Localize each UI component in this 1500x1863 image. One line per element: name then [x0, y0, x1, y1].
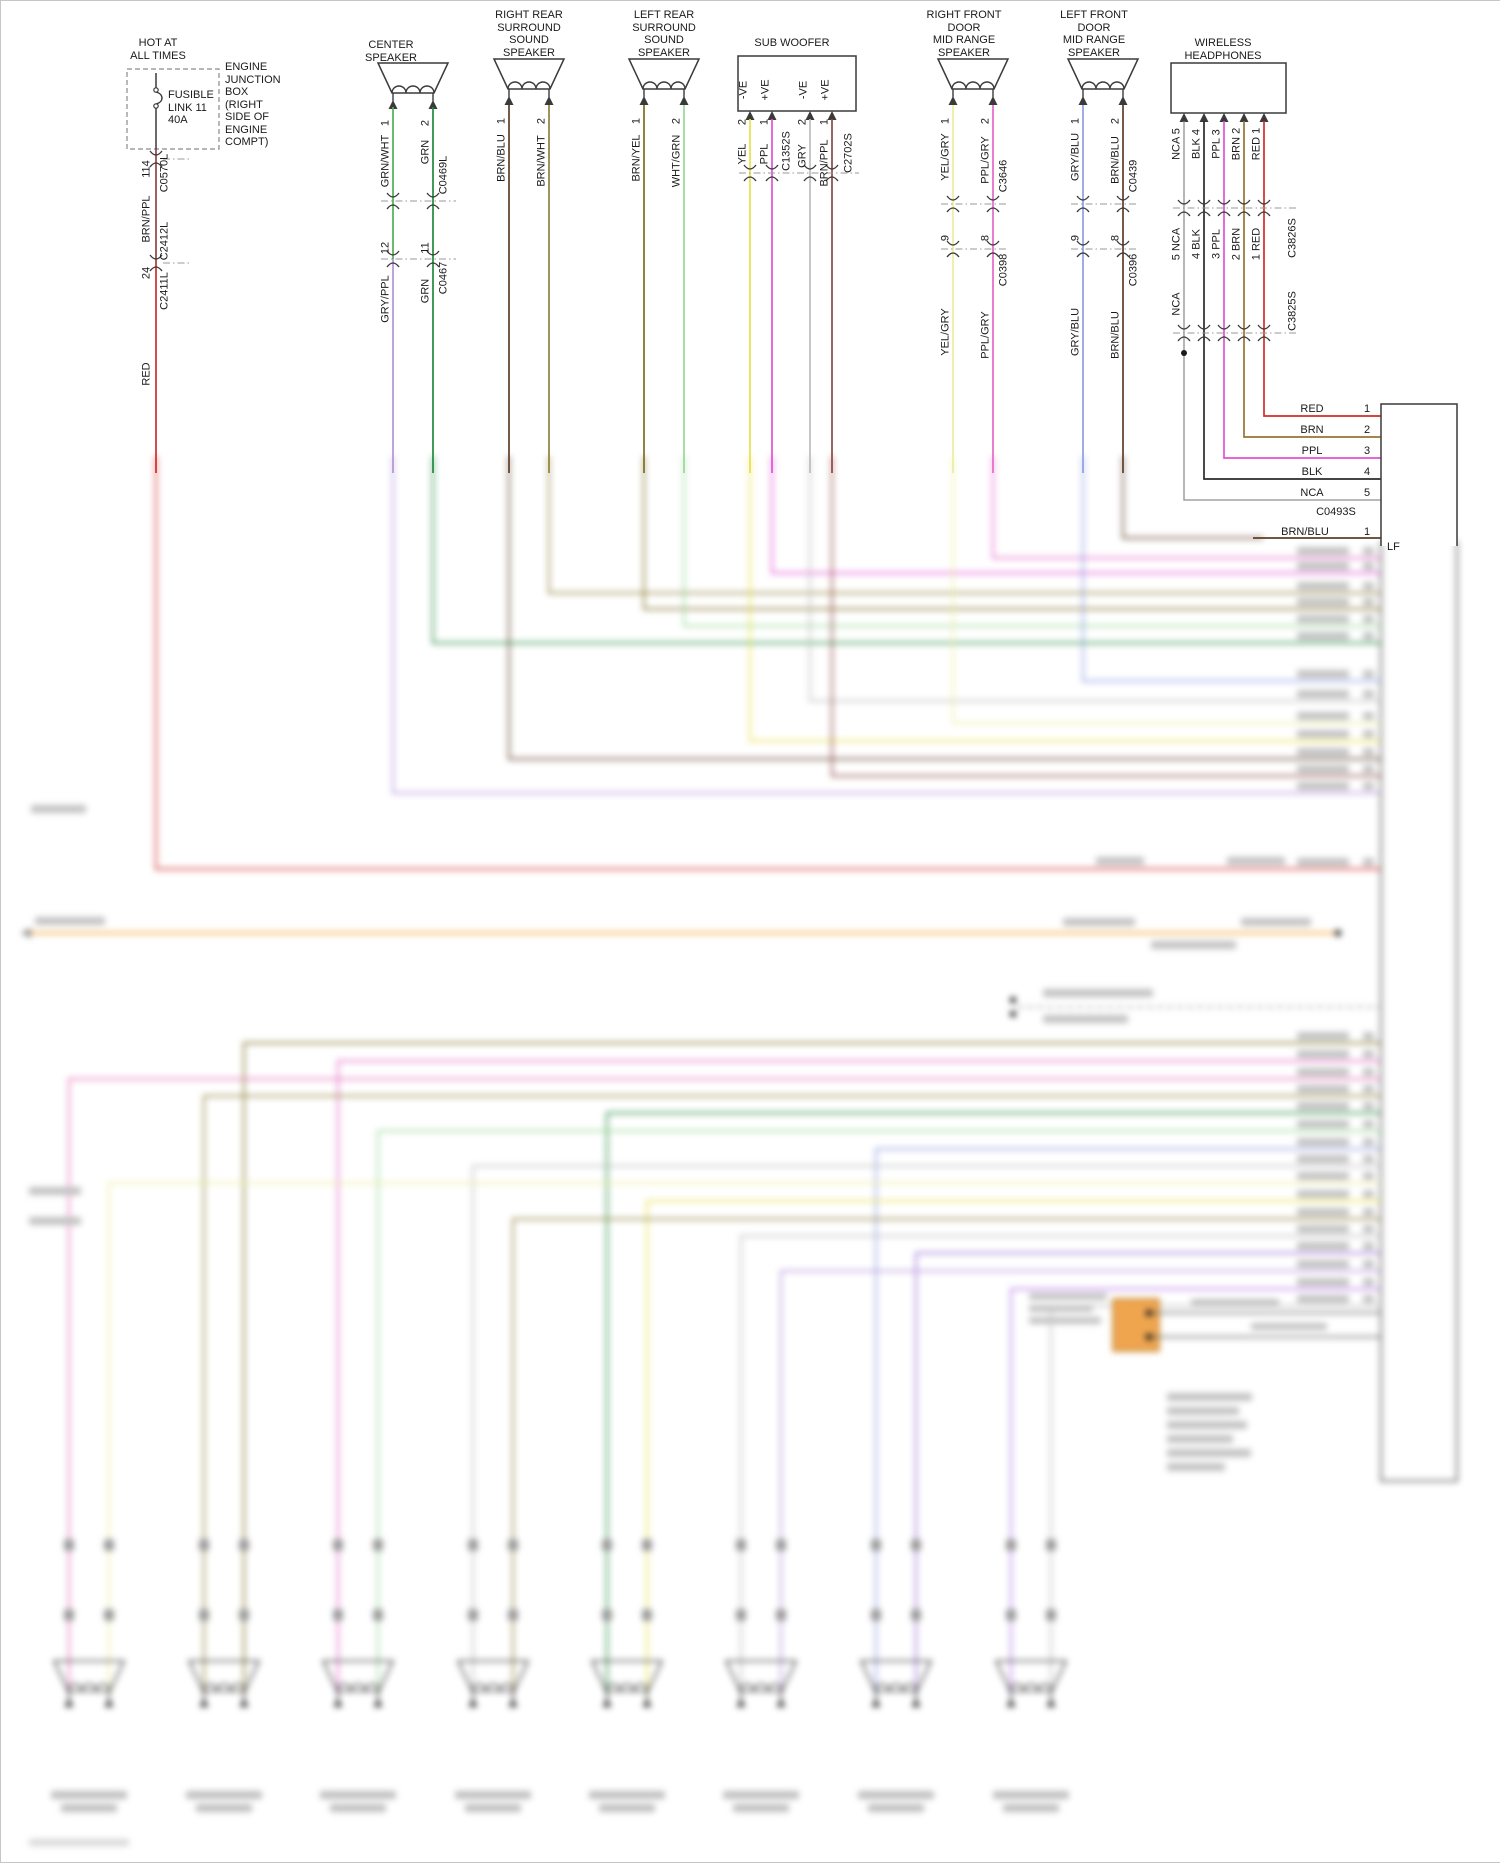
wire-label-1-red: 1 RED — [1250, 227, 1263, 261]
wire-label-ppl-gry: PPL/GRY — [979, 136, 992, 184]
pin-label-3: 3 — [1363, 445, 1371, 457]
wire-label-brn-blu: BRN/BLU — [1281, 526, 1329, 538]
connector-label-c3825s: C3825S — [1286, 291, 1299, 331]
connector-label-c2412l: C2412L — [158, 221, 171, 261]
fusible-link-label: FUSIBLE LINK 11 40A — [168, 89, 214, 126]
wire-label-blk: BLK — [1301, 466, 1323, 478]
connector-label-c0493s: C0493S — [1316, 506, 1356, 518]
wire-label-wht-grn: WHT/GRN — [670, 134, 683, 188]
wire-label-ppl-3: PPL 3 — [1210, 129, 1223, 159]
pin-label-1: 1 — [495, 117, 508, 125]
terminal-label-pos: +VE — [759, 79, 772, 101]
terminal-label-neg: -VE — [737, 80, 750, 100]
pin-label-2: 2 — [1109, 117, 1122, 125]
wire-label-brn-wht: BRN/WHT — [535, 135, 548, 187]
wire-label-red: RED — [140, 362, 153, 386]
terminal-label-pos: +VE — [819, 79, 832, 101]
power-source-label: HOT AT ALL TIMES — [130, 37, 186, 62]
wire-label-brn: BRN — [1300, 424, 1324, 436]
wire-label-brn-blu: BRN/BLU — [1109, 311, 1122, 359]
pin-label-1: 1 — [1363, 403, 1371, 415]
wire-label-nca: NCA — [1170, 292, 1183, 316]
pin-label-5: 5 — [1363, 487, 1371, 499]
connector-label-c3646: C3646 — [997, 159, 1010, 193]
connector-label-c0467: C0467 — [437, 261, 450, 295]
wire-label-brn-ppl: BRN/PPL — [818, 139, 831, 187]
pin-label-12: 12 — [379, 241, 392, 255]
title-left-front-speaker: LEFT FRONT DOOR MID RANGE SPEAKER — [1060, 9, 1128, 59]
wire-label-grn-wht: GRN/WHT — [379, 134, 392, 188]
title-center-speaker: CENTER SPEAKER — [365, 39, 417, 64]
wire-label-blk-4: BLK 4 — [1190, 129, 1203, 159]
title-sub-woofer: SUB WOOFER — [754, 37, 830, 49]
pin-label-1: 1 — [630, 117, 643, 125]
title-left-rear-speaker: LEFT REAR SURROUND SOUND SPEAKER — [632, 9, 696, 59]
wire-label-grn: GRN — [419, 278, 432, 304]
connector-label-c2411l: C2411L — [158, 272, 171, 310]
pin-label-2: 2 — [979, 117, 992, 125]
pin-label-114: 114 — [140, 160, 153, 178]
wire-label-red: RED — [1300, 403, 1324, 415]
pin-label-1: 1 — [818, 118, 831, 126]
wire-label-nca: NCA — [1300, 487, 1324, 499]
pin-label-9: 9 — [1069, 234, 1082, 242]
pin-label-8: 8 — [1109, 234, 1122, 242]
wire-label-2-brn: 2 BRN — [1230, 227, 1243, 261]
wire-label-5-nca: 5 NCA — [1170, 227, 1183, 261]
wire-label-ppl-gry: PPL/GRY — [979, 311, 992, 359]
title-right-front-speaker: RIGHT FRONT DOOR MID RANGE SPEAKER — [926, 9, 1002, 59]
pin-label-8: 8 — [979, 234, 992, 242]
wire-label-4-blk: 4 BLK — [1190, 229, 1203, 259]
module-pin-function-label: LF — [1387, 541, 1400, 553]
connector-label-c1352s: C1352S — [780, 131, 793, 171]
connector-label-c0570l: C0570L — [158, 153, 171, 193]
wire-label-gry-blu: GRY/BLU — [1069, 132, 1082, 182]
wire-label-ppl: PPL — [758, 143, 771, 165]
connector-label-c0398: C0398 — [997, 253, 1010, 287]
wire-label-brn-2: BRN 2 — [1230, 127, 1243, 161]
wire-label-brn-yel: BRN/YEL — [630, 134, 643, 182]
wire-label-ppl: PPL — [1301, 445, 1323, 457]
pin-label-1: 1 — [758, 118, 771, 126]
wire-label-red-1: RED 1 — [1250, 127, 1263, 161]
wire-label-brn-blu: BRN/BLU — [1109, 136, 1122, 184]
pin-label-11: 11 — [419, 242, 432, 254]
wire-label-grn: GRN — [419, 139, 432, 165]
pin-label-24: 24 — [140, 266, 153, 280]
junction-box-label: ENGINE JUNCTION BOX (RIGHT SIDE OF ENGIN… — [225, 61, 281, 148]
connector-label-c0396: C0396 — [1127, 253, 1140, 287]
pin-label-9: 9 — [939, 234, 952, 242]
title-right-rear-speaker: RIGHT REAR SURROUND SOUND SPEAKER — [495, 9, 563, 59]
pin-label-2: 2 — [535, 117, 548, 125]
wire-label-nca-5: NCA 5 — [1170, 128, 1183, 160]
wire-label-yel: YEL — [736, 143, 749, 165]
connector-label-c2702s: C2702S — [842, 133, 855, 173]
pin-label-2: 2 — [419, 119, 432, 127]
wire-label-gry: GRY — [796, 144, 809, 168]
pin-label-1: 1 — [1363, 526, 1371, 538]
connector-label-c3826s: C3826S — [1286, 218, 1299, 258]
wire-label-gry-blu: GRY/BLU — [1069, 307, 1082, 357]
pin-label-2: 2 — [736, 118, 749, 126]
pin-label-4: 4 — [1363, 466, 1371, 478]
title-wireless-headphones: WIRELESS HEADPHONES — [1184, 37, 1262, 62]
wire-label-3-ppl: 3 PPL — [1210, 229, 1223, 259]
pin-label-2: 2 — [796, 118, 809, 126]
pin-label-2: 2 — [670, 117, 683, 125]
wire-label-yel-gry: YEL/GRY — [939, 308, 952, 356]
connector-label-c0469l: C0469L — [437, 155, 450, 195]
pin-label-1: 1 — [379, 119, 392, 127]
pin-label-1: 1 — [939, 117, 952, 125]
wire-label-gry-ppl: GRY/PPL — [379, 275, 392, 323]
pin-label-2: 2 — [1363, 424, 1371, 436]
wire-label-brn-ppl: BRN/PPL — [140, 195, 153, 243]
wire-label-brn-blu: BRN/BLU — [495, 134, 508, 182]
wire-label-yel-gry: YEL/GRY — [939, 133, 952, 181]
terminal-label-neg: -VE — [797, 80, 810, 100]
pin-label-1: 1 — [1069, 117, 1082, 125]
connector-label-c0439: C0439 — [1127, 159, 1140, 193]
